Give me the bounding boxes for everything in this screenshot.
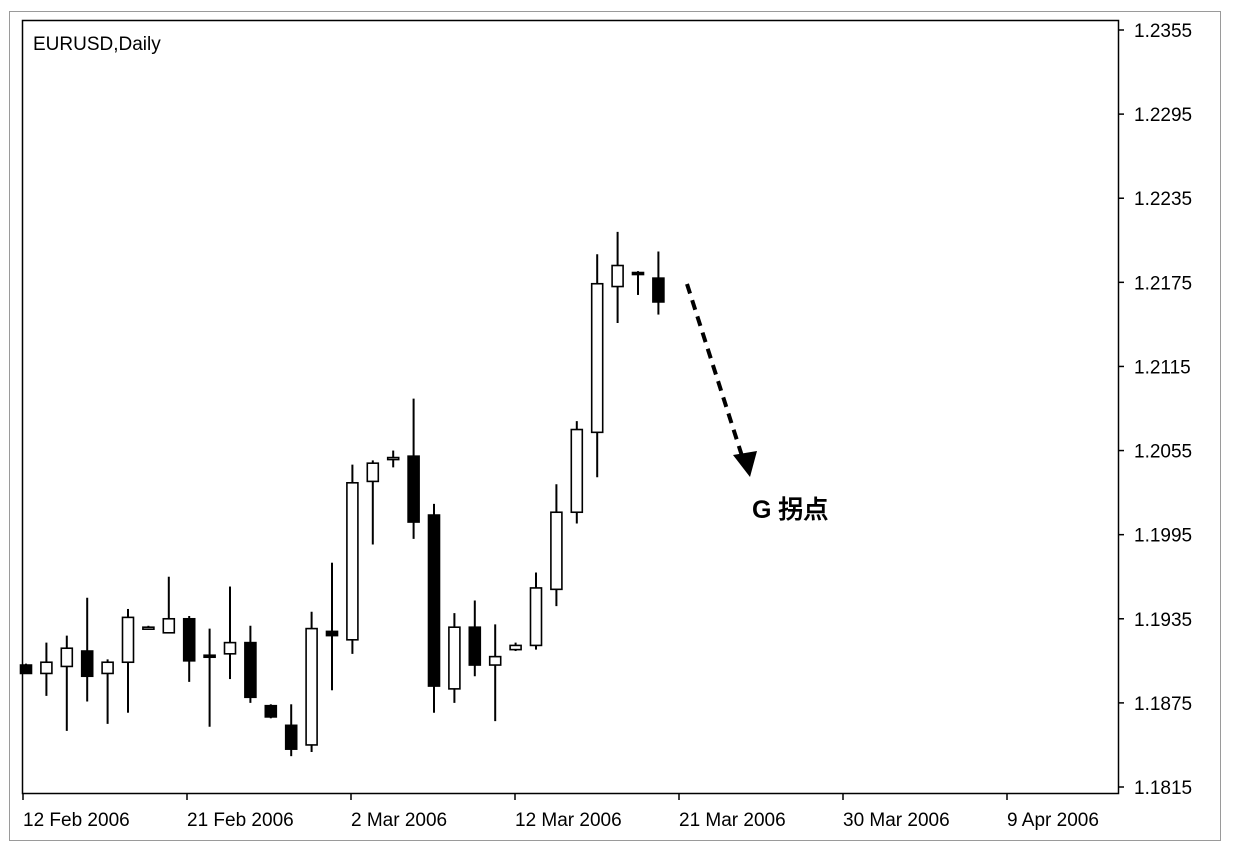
candle-body-up [162, 617, 176, 634]
candle-body-down [468, 626, 482, 666]
candle-body-down [203, 654, 216, 659]
candle-body-up [529, 587, 543, 647]
candle-body-down [182, 617, 196, 662]
candle-body-down [264, 704, 278, 718]
candle [386, 450, 400, 468]
y-tick-label: 1.1995 [1134, 526, 1192, 547]
candle-body-up [448, 626, 461, 690]
candle [80, 597, 94, 702]
candle [550, 484, 563, 607]
x-tick-label: 30 Mar 2006 [843, 810, 950, 831]
candle [162, 576, 176, 634]
candle-body-up [121, 616, 135, 664]
candle [223, 586, 237, 680]
candle [60, 635, 74, 731]
x-tick-label: 21 Feb 2006 [187, 810, 294, 831]
candle [611, 231, 624, 323]
candle [264, 704, 278, 719]
candle [346, 464, 359, 654]
candle-body-down [427, 514, 441, 687]
candle-body-down [325, 630, 339, 637]
y-tick-label: 1.2175 [1134, 273, 1192, 294]
candle [284, 704, 298, 757]
candle-body-up [60, 647, 74, 668]
candle-body-up [570, 428, 584, 514]
candle-body-up [611, 264, 624, 288]
candle [19, 663, 33, 675]
chart-title: EURUSD,Daily [33, 34, 161, 55]
candle [448, 613, 461, 703]
y-axis: 1.2355 1.2295 1.2235 1.2175 1.2115 1.2055 1.19… [1118, 21, 1192, 799]
candle-body-down [652, 277, 665, 303]
candle [468, 600, 482, 677]
candle-body-up [488, 655, 502, 666]
candle [244, 625, 257, 703]
candle-body-down [80, 650, 94, 678]
y-tick-label: 1.1875 [1134, 694, 1192, 715]
candle-body-down [284, 724, 298, 750]
candle-body-down [19, 664, 33, 675]
candle [427, 503, 441, 713]
x-tick-label: 21 Mar 2006 [679, 810, 786, 831]
candle [529, 572, 543, 650]
candle [652, 251, 665, 315]
candle [570, 421, 584, 524]
candle-body-down [244, 641, 257, 699]
annotation-label: G 拐点 [752, 496, 828, 524]
candle-body-down [407, 455, 420, 523]
candle-body-up [550, 511, 563, 591]
candle [142, 625, 155, 630]
candle [366, 460, 380, 545]
candle-series [19, 231, 665, 757]
candle-body-up [142, 626, 155, 630]
candle [121, 608, 135, 713]
y-tick-label: 1.1815 [1134, 778, 1192, 799]
candle [182, 615, 196, 682]
plot-area [21, 19, 1120, 795]
y-tick-label: 1.2235 [1134, 189, 1192, 210]
candle-body-up [305, 627, 318, 746]
candle-body-up [346, 481, 359, 641]
candle [203, 628, 216, 727]
annotation-arrow [685, 283, 757, 477]
y-tick-label: 1.2295 [1134, 105, 1192, 126]
x-tick-label: 12 Feb 2006 [23, 810, 130, 831]
candle [631, 271, 645, 295]
x-tick-label: 9 Apr 2006 [1007, 810, 1099, 831]
candle-body-up [386, 456, 400, 461]
x-axis: 12 Feb 2006 21 Feb 2006 2 Mar 2006 12 Mar 2… [22, 793, 1099, 831]
x-tick-label: 12 Mar 2006 [515, 810, 622, 831]
candle [305, 611, 318, 752]
y-tick-label: 1.2355 [1134, 21, 1192, 42]
candle [407, 398, 420, 539]
candle [40, 642, 53, 696]
y-tick-label: 1.1935 [1134, 610, 1192, 631]
candle [590, 254, 604, 478]
candle [101, 659, 114, 724]
candle [325, 562, 339, 691]
candle [488, 624, 502, 722]
x-tick-label: 2 Mar 2006 [351, 810, 447, 831]
candle [509, 642, 522, 652]
candle-body-up [101, 661, 114, 675]
candle-body-down [631, 271, 645, 276]
y-tick-label: 1.2055 [1134, 442, 1192, 463]
candle-body-up [366, 462, 380, 483]
candle-body-up [509, 644, 522, 651]
candle-body-up [223, 641, 237, 655]
candle-body-up [590, 282, 604, 434]
y-tick-label: 1.2115 [1134, 357, 1191, 378]
candle-body-up [40, 661, 53, 675]
